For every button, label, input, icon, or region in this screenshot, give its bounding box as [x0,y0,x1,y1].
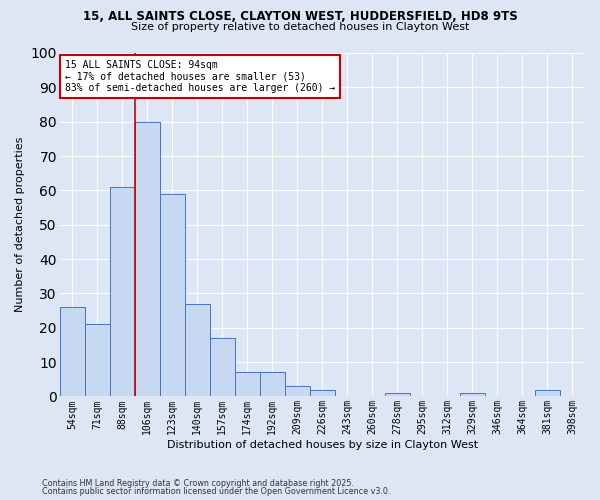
Bar [210,338,235,396]
Bar [285,386,310,396]
Text: Size of property relative to detached houses in Clayton West: Size of property relative to detached ho… [131,22,469,32]
Bar [160,194,185,396]
Bar [235,372,260,396]
X-axis label: Distribution of detached houses by size in Clayton West: Distribution of detached houses by size … [167,440,478,450]
Text: Contains public sector information licensed under the Open Government Licence v3: Contains public sector information licen… [42,487,391,496]
Bar [135,122,160,396]
Text: 15, ALL SAINTS CLOSE, CLAYTON WEST, HUDDERSFIELD, HD8 9TS: 15, ALL SAINTS CLOSE, CLAYTON WEST, HUDD… [83,10,517,23]
Bar [85,324,110,396]
Bar [260,372,285,396]
Bar [460,393,485,396]
Text: 15 ALL SAINTS CLOSE: 94sqm
← 17% of detached houses are smaller (53)
83% of semi: 15 ALL SAINTS CLOSE: 94sqm ← 17% of deta… [65,60,335,93]
Bar [310,390,335,396]
Bar [110,187,135,396]
Text: Contains HM Land Registry data © Crown copyright and database right 2025.: Contains HM Land Registry data © Crown c… [42,478,354,488]
Bar [185,304,210,396]
Bar [535,390,560,396]
Bar [385,393,410,396]
Y-axis label: Number of detached properties: Number of detached properties [15,137,25,312]
Bar [60,307,85,396]
